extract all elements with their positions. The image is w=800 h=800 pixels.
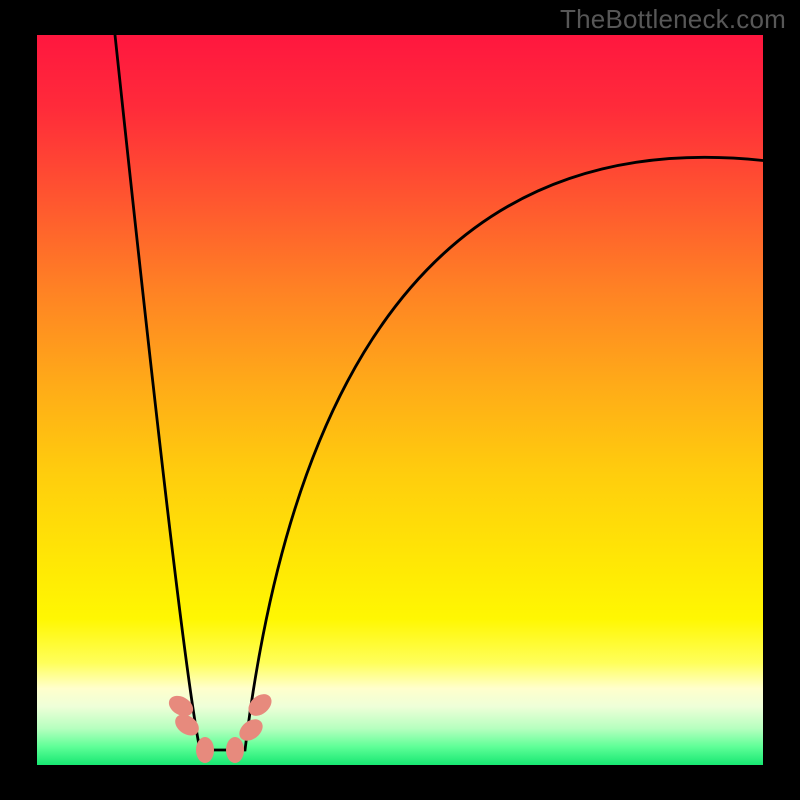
marker-dot	[196, 737, 214, 763]
marker-dot	[226, 737, 244, 763]
plot-area	[37, 35, 763, 765]
chart-root: TheBottleneck.com	[0, 0, 800, 800]
watermark-text: TheBottleneck.com	[560, 4, 786, 35]
plot-svg	[0, 0, 800, 800]
